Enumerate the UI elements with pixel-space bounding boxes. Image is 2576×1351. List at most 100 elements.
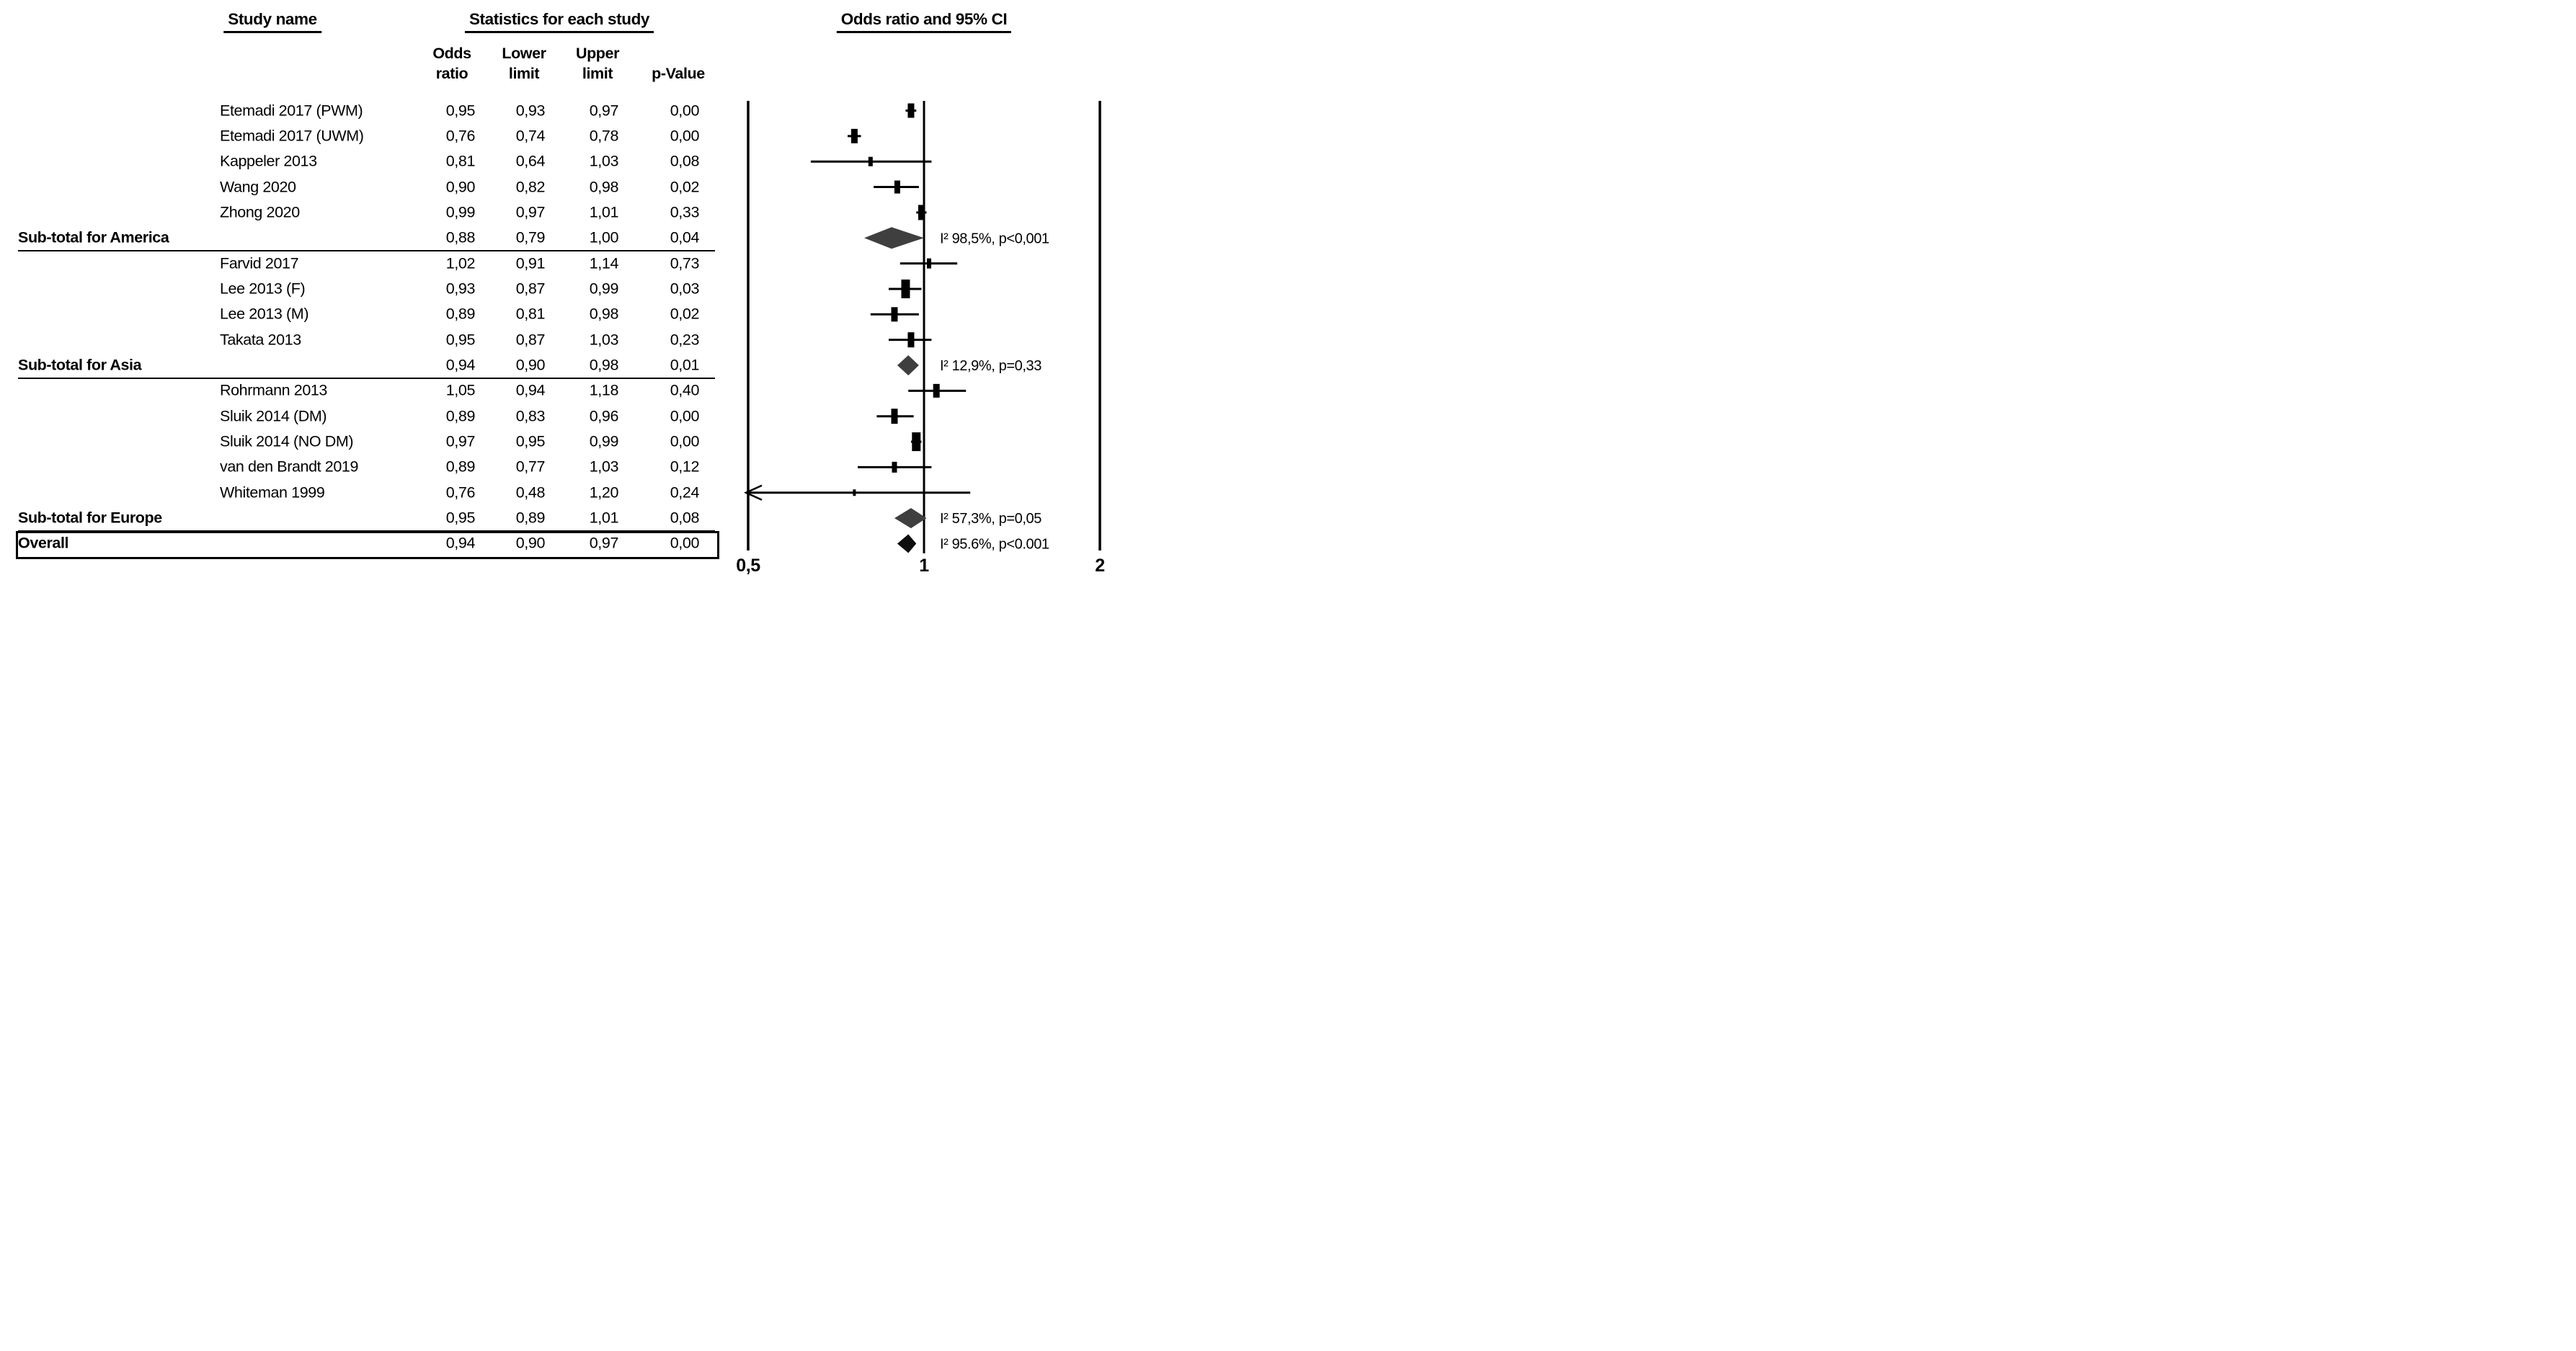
- upper-limit-value: 0,78: [589, 127, 619, 145]
- or-marker: [933, 383, 940, 398]
- or-value: 0,81: [445, 152, 476, 170]
- lower-limit-value: 0,77: [515, 458, 546, 476]
- subheader-limit: limit: [508, 65, 540, 82]
- upper-limit-value: 1,03: [589, 331, 619, 349]
- p-value: 0,03: [670, 280, 700, 298]
- lower-limit-value: 0,82: [515, 178, 546, 196]
- lower-limit-value: 0,91: [515, 254, 546, 272]
- lower-limit-value: 0,48: [515, 483, 546, 501]
- p-value: 0,00: [670, 534, 700, 552]
- or-value: 0,76: [445, 483, 476, 501]
- study-name: Lee 2013 (F): [220, 280, 306, 298]
- or-marker: [907, 103, 915, 118]
- subtotal-label: Sub-total for America: [18, 228, 169, 246]
- subheader-upper: Upper: [575, 45, 620, 62]
- study-name: van den Brandt 2019: [220, 458, 359, 476]
- subtotal-diamond: [894, 508, 927, 529]
- subheader-pvalue: p-Value: [652, 65, 705, 82]
- lower-limit-value: 0,87: [515, 280, 546, 298]
- study-name: Rohrmann 2013: [220, 381, 327, 399]
- study-name: Etemadi 2017 (PWM): [220, 102, 363, 119]
- p-value: 0,40: [670, 381, 700, 399]
- upper-limit-value: 0,98: [589, 356, 619, 374]
- overall-label: Overall: [18, 534, 69, 552]
- upper-limit-value: 1,14: [589, 254, 619, 272]
- subtotal-label: Sub-total for Asia: [18, 356, 142, 374]
- column-header-statistics: Statistics for each study: [464, 10, 654, 33]
- subtotal-diamond: [897, 355, 919, 375]
- heterogeneity-annotation: I² 98,5%, p<0,001: [940, 231, 1049, 246]
- study-name: Whiteman 1999: [220, 483, 325, 501]
- forest-plot: 0,5 1 2 I² 98,5%, p<0,001 I² 12,9%, p=0,33 I²…: [736, 101, 1105, 576]
- upper-limit-value: 0,99: [589, 432, 619, 450]
- heterogeneity-annotation: I² 95.6%, p<0.001: [940, 536, 1049, 552]
- column-header-odds-ratio-ci: Odds ratio and 95% CI: [836, 10, 1012, 33]
- or-marker: [891, 409, 898, 424]
- or-value: 0,88: [445, 228, 476, 246]
- upper-limit-value: 0,98: [589, 178, 619, 196]
- p-value: 0,00: [670, 102, 700, 119]
- p-value: 0,04: [670, 228, 700, 246]
- study-name: Takata 2013: [220, 331, 301, 349]
- subheader-ratio: ratio: [435, 65, 468, 82]
- or-value: 0,94: [445, 534, 476, 552]
- subheader-lower: Lower: [502, 45, 546, 62]
- or-marker: [901, 279, 910, 298]
- lower-limit-value: 0,93: [515, 102, 546, 119]
- heterogeneity-annotation: I² 57,3%, p=0,05: [940, 511, 1041, 527]
- study-name: Farvid 2017: [220, 254, 299, 272]
- subheader-limit: limit: [582, 65, 613, 82]
- p-value: 0,23: [670, 331, 700, 349]
- or-value: 0,76: [445, 127, 476, 145]
- upper-limit-value: 1,03: [589, 152, 619, 170]
- p-value: 0,33: [670, 203, 700, 221]
- p-value: 0,08: [670, 509, 700, 527]
- lower-limit-value: 0,87: [515, 331, 546, 349]
- study-name: Etemadi 2017 (UWM): [220, 127, 364, 145]
- group-separator-line: [18, 530, 715, 532]
- or-value: 0,93: [445, 280, 476, 298]
- p-value: 0,24: [670, 483, 700, 501]
- or-value: 0,95: [445, 509, 476, 527]
- p-value: 0,73: [670, 254, 700, 272]
- p-value: 0,02: [670, 305, 700, 323]
- column-header-study-name: Study name: [223, 10, 321, 33]
- or-marker: [926, 258, 931, 269]
- study-name: Kappeler 2013: [220, 152, 317, 170]
- lower-limit-value: 0,90: [515, 534, 546, 552]
- study-name: Sluik 2014 (NO DM): [220, 432, 354, 450]
- p-value: 0,12: [670, 458, 700, 476]
- study-name: Zhong 2020: [220, 203, 300, 221]
- study-name: Wang 2020: [220, 178, 296, 196]
- upper-limit-value: 1,01: [589, 203, 619, 221]
- or-marker: [892, 461, 897, 473]
- lower-limit-value: 0,89: [515, 509, 546, 527]
- group-separator-line: [18, 249, 715, 251]
- lower-limit-value: 0,95: [515, 432, 546, 450]
- forest-plot-figure: Study name Statistics for each study Odd…: [0, 0, 1114, 584]
- upper-limit-value: 0,98: [589, 305, 619, 323]
- upper-limit-value: 0,96: [589, 407, 619, 425]
- or-value: 0,99: [445, 203, 476, 221]
- or-marker: [868, 156, 873, 166]
- or-value: 0,95: [445, 331, 476, 349]
- or-marker: [850, 128, 858, 143]
- group-separator-line: [18, 377, 715, 379]
- or-value: 0,97: [445, 432, 476, 450]
- overall-row-box: [16, 530, 719, 559]
- or-marker: [918, 205, 925, 220]
- subheader-odds: Odds: [432, 45, 471, 62]
- or-value: 0,89: [445, 458, 476, 476]
- lower-limit-value: 0,74: [515, 127, 546, 145]
- upper-limit-value: 0,97: [589, 534, 619, 552]
- axis-tick-label: 1: [919, 556, 929, 576]
- p-value: 0,00: [670, 432, 700, 450]
- lower-limit-value: 0,79: [515, 228, 546, 246]
- upper-limit-value: 1,18: [589, 381, 619, 399]
- subtotal-diamond: [864, 227, 924, 249]
- upper-limit-value: 0,99: [589, 280, 619, 298]
- upper-limit-value: 1,01: [589, 509, 619, 527]
- p-value: 0,02: [670, 178, 700, 196]
- axis-tick-label: 2: [1095, 556, 1105, 576]
- upper-limit-value: 1,03: [589, 458, 619, 476]
